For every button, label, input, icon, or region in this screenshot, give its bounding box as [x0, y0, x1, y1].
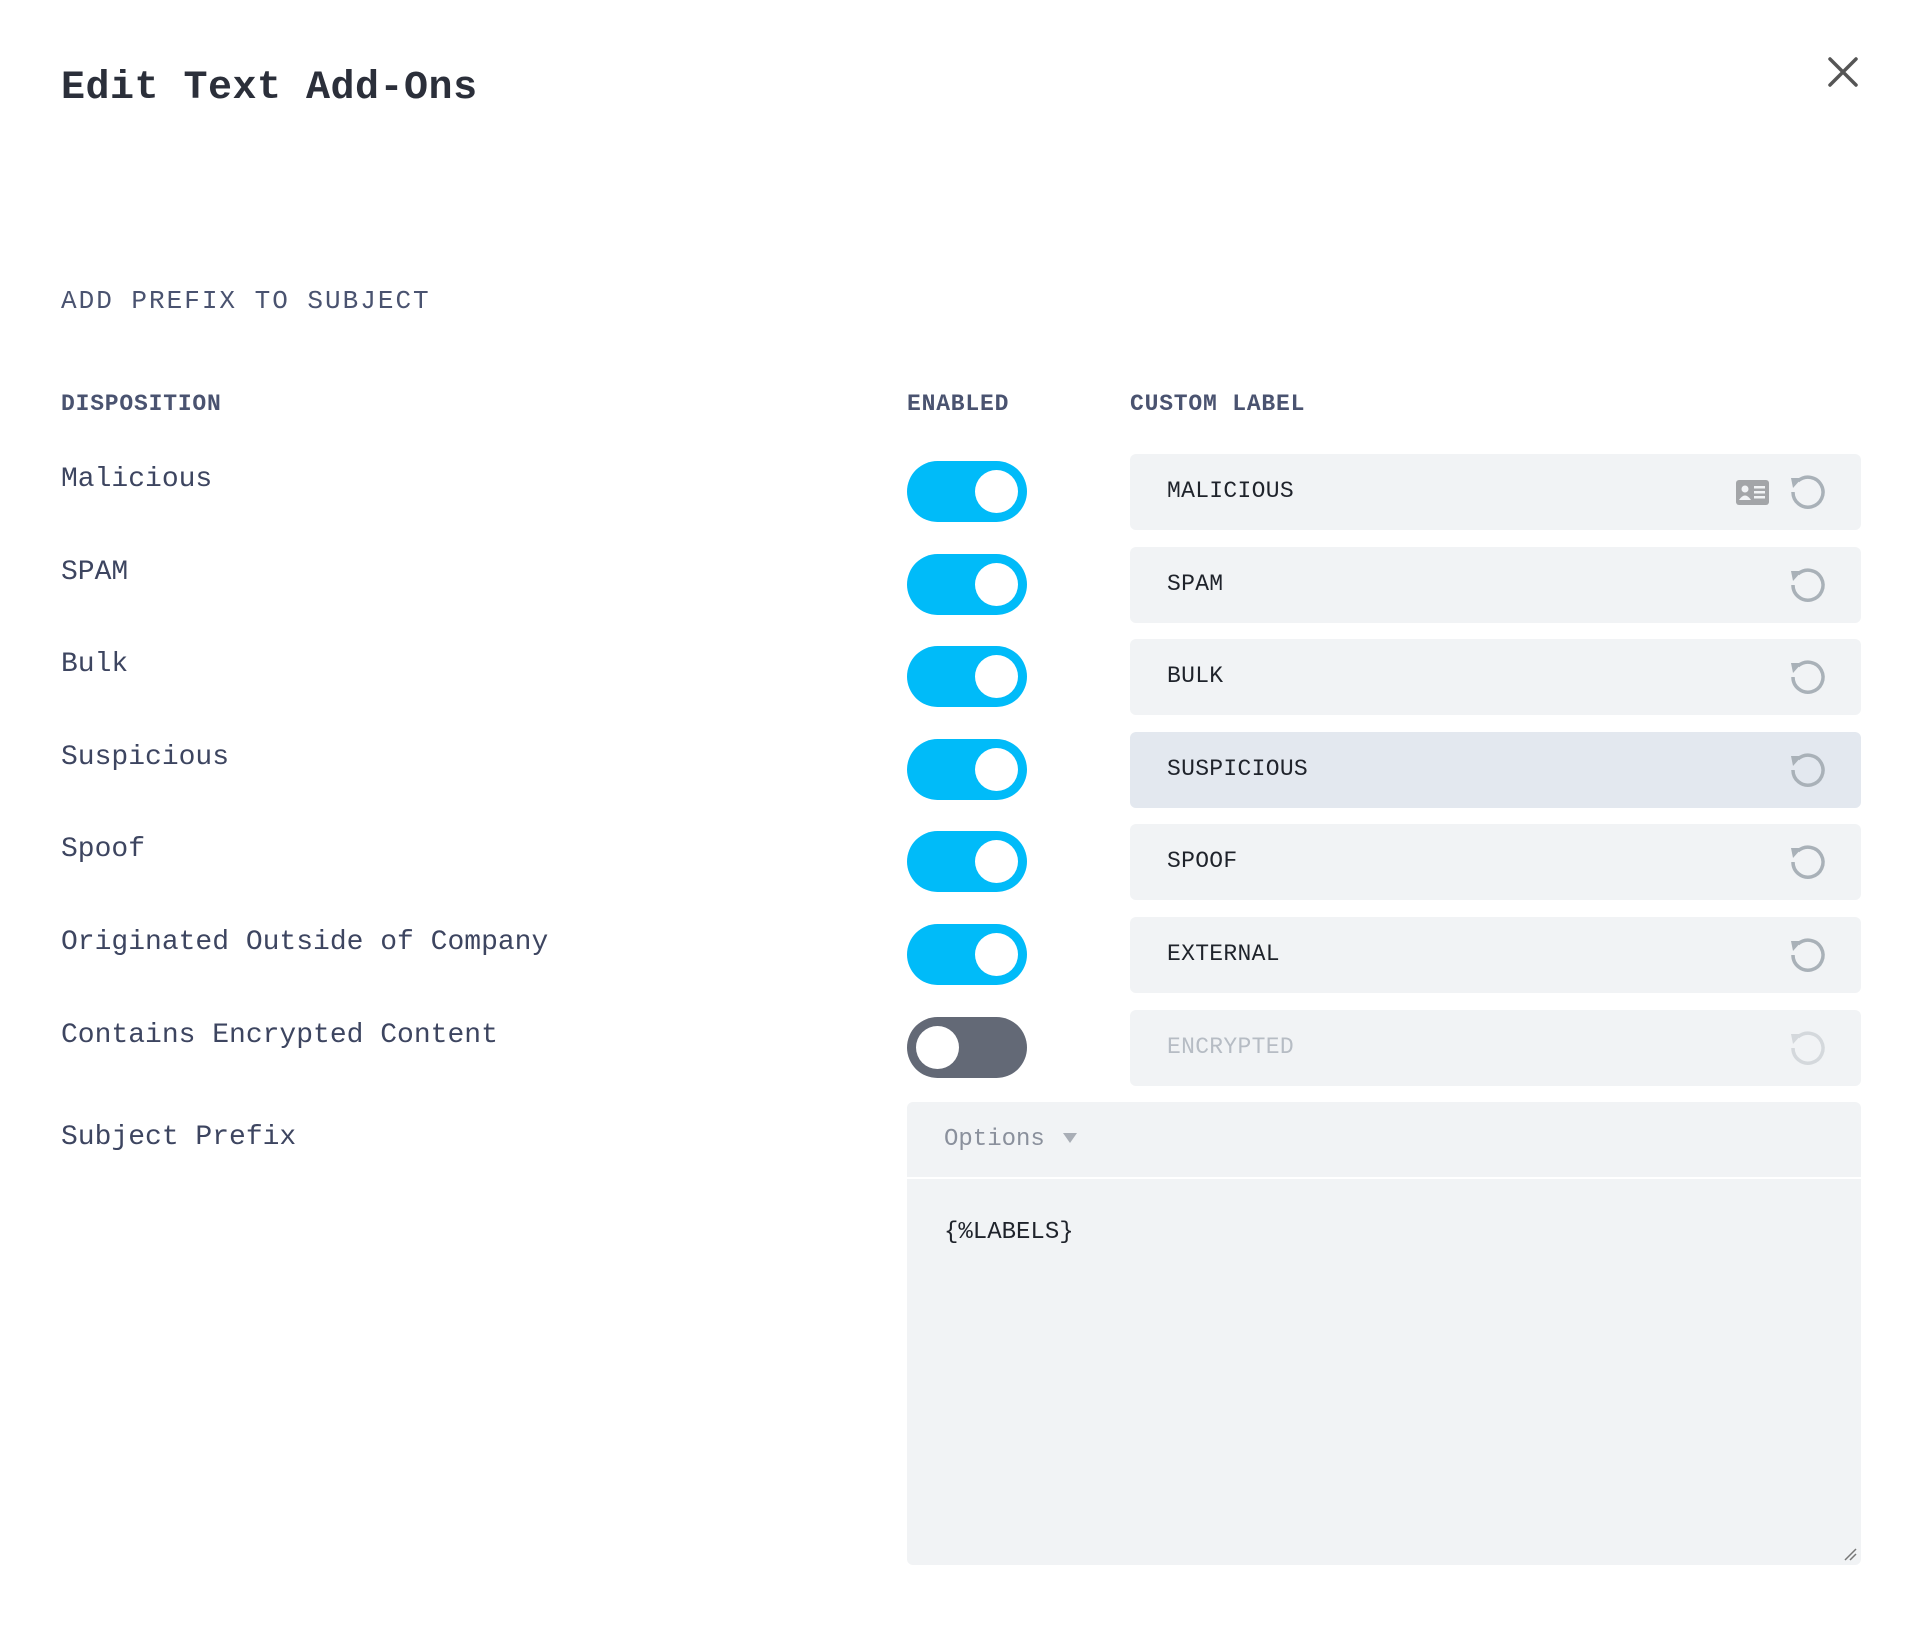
disposition-label: Bulk [61, 649, 129, 681]
reset-icon[interactable] [1787, 565, 1827, 605]
enabled-toggle[interactable] [907, 461, 1027, 522]
enabled-toggle[interactable] [907, 553, 1027, 615]
disposition-row: Spoof SPOOF [0, 824, 1908, 901]
enabled-toggle[interactable] [907, 1016, 1027, 1078]
column-header-disposition: DISPOSITION [61, 391, 222, 417]
reset-icon[interactable] [1787, 472, 1827, 512]
disposition-label: Originated Outside of Company [61, 927, 549, 958]
disposition-label: Contains Encrypted Content [61, 1019, 498, 1051]
contact-card-icon[interactable] [1736, 480, 1769, 505]
custom-label-input[interactable]: BULK [1130, 639, 1861, 716]
toggle-knob [975, 470, 1018, 513]
resize-handle-icon[interactable] [1843, 1547, 1857, 1561]
enabled-toggle[interactable] [907, 831, 1027, 893]
section-heading: ADD PREFIX TO SUBJECT [61, 286, 431, 316]
dialog-title: Edit Text Add-Ons [61, 66, 478, 111]
close-icon[interactable] [1826, 55, 1860, 89]
column-header-custom-label: CUSTOM LABEL [1130, 391, 1306, 417]
toggle-knob [975, 933, 1018, 976]
subject-prefix-textarea[interactable]: {%LABELS} [907, 1179, 1861, 1565]
toggle-knob [975, 840, 1018, 884]
disposition-label: Spoof [61, 834, 146, 866]
disposition-label: SPAM [61, 556, 129, 588]
toggle-knob [975, 562, 1018, 606]
toggle-knob [975, 655, 1018, 699]
column-header-enabled: ENABLED [907, 391, 1010, 417]
disposition-row: Bulk BULK [0, 639, 1908, 716]
options-label[interactable]: Options [944, 1126, 1045, 1153]
custom-label-value: SPAM [1167, 570, 1224, 597]
disposition-row: Suspicious SUSPICIOUS [0, 731, 1908, 808]
toggle-knob [975, 747, 1018, 791]
custom-label-value: MALICIOUS [1167, 478, 1294, 504]
disposition-row: Contains Encrypted Content ENCRYPTED [0, 1009, 1908, 1086]
custom-label-input[interactable]: SPOOF [1130, 824, 1861, 901]
disposition-row: Originated Outside of Company EXTERNAL [0, 917, 1908, 993]
custom-label-value: SUSPICIOUS [1167, 755, 1309, 782]
custom-label-value: ENCRYPTED [1167, 1033, 1294, 1060]
subject-prefix-value: {%LABELS} [944, 1219, 1074, 1246]
disposition-row: SPAM SPAM [0, 546, 1908, 623]
custom-label-value: SPOOF [1167, 848, 1238, 875]
reset-icon[interactable] [1787, 657, 1827, 697]
disposition-label: Malicious [61, 464, 213, 495]
custom-label-input[interactable]: EXTERNAL [1130, 917, 1861, 993]
reset-icon[interactable] [1787, 935, 1827, 975]
reset-icon[interactable] [1787, 1028, 1827, 1068]
options-dropdown[interactable]: Options [907, 1102, 1861, 1179]
disposition-row: Malicious MALICIOUS [0, 454, 1908, 530]
enabled-toggle[interactable] [907, 646, 1027, 708]
enabled-toggle[interactable] [907, 738, 1027, 800]
custom-label-input[interactable]: SPAM [1130, 546, 1861, 623]
subject-prefix-label: Subject Prefix [61, 1122, 297, 1153]
reset-icon[interactable] [1787, 750, 1827, 790]
custom-label-value: BULK [1167, 663, 1224, 690]
custom-label-input[interactable]: ENCRYPTED [1130, 1009, 1861, 1086]
custom-label-input[interactable]: SUSPICIOUS [1130, 731, 1861, 808]
enabled-toggle[interactable] [907, 924, 1027, 985]
reset-icon[interactable] [1787, 842, 1827, 882]
custom-label-value: EXTERNAL [1167, 941, 1280, 967]
caret-down-icon [1063, 1133, 1077, 1143]
toggle-knob [916, 1025, 959, 1069]
disposition-label: Suspicious [61, 741, 230, 773]
custom-label-input[interactable]: MALICIOUS [1130, 454, 1861, 530]
